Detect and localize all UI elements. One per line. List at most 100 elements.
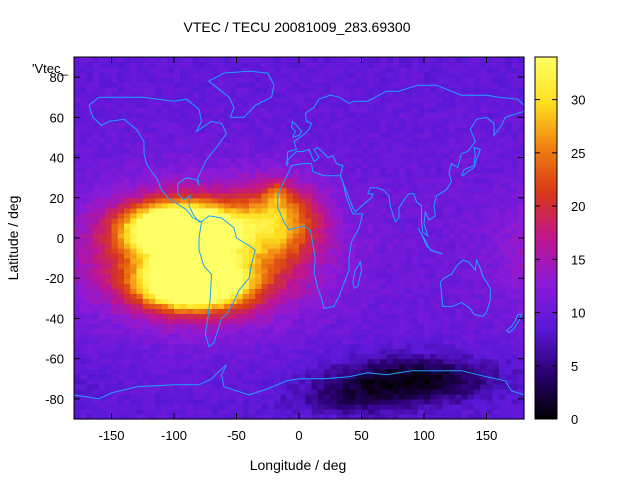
heatmap-cell <box>499 172 506 179</box>
heatmap-cell <box>374 263 381 269</box>
heatmap-cell <box>392 368 400 375</box>
heatmap-cell <box>130 413 138 420</box>
heatmap-cell <box>130 157 138 164</box>
heatmap-cell <box>199 273 206 279</box>
heatmap-cell <box>186 368 194 375</box>
heatmap-cell <box>486 57 494 63</box>
heatmap-cell <box>99 217 106 224</box>
heatmap-cell <box>142 212 150 219</box>
heatmap-cell <box>136 278 144 284</box>
heatmap-cell <box>417 388 425 395</box>
heatmap-cell <box>249 152 256 159</box>
heatmap-cell <box>411 343 419 350</box>
heatmap-cell <box>161 227 169 234</box>
heatmap-cell <box>399 102 406 108</box>
heatmap-cell <box>161 92 169 98</box>
heatmap-cell <box>180 112 188 118</box>
heatmap-cell <box>167 268 175 274</box>
heatmap-cell <box>336 393 344 400</box>
heatmap-cell <box>442 152 450 159</box>
heatmap-cell <box>424 368 431 375</box>
heatmap-cell <box>149 142 156 149</box>
heatmap-cell <box>117 348 125 355</box>
heatmap-cell <box>267 273 275 279</box>
heatmap-cell <box>286 353 294 360</box>
heatmap-cell <box>261 408 269 415</box>
heatmap-cell <box>349 348 356 355</box>
heatmap-cell <box>111 338 119 345</box>
heatmap-cell <box>461 117 469 123</box>
heatmap-cell <box>424 378 431 385</box>
heatmap-cell <box>317 207 325 214</box>
heatmap-cell <box>411 232 419 239</box>
heatmap-cell <box>374 57 381 63</box>
heatmap-cell <box>99 87 106 93</box>
heatmap-cell <box>92 182 100 189</box>
heatmap-cell <box>186 303 194 309</box>
heatmap-cell <box>249 358 256 365</box>
heatmap-cell <box>136 227 144 234</box>
heatmap-cell <box>255 217 263 224</box>
heatmap-cell <box>405 152 413 159</box>
heatmap-cell <box>86 328 94 335</box>
heatmap-cell <box>117 102 125 108</box>
heatmap-cell <box>249 57 256 63</box>
heatmap-cell <box>155 363 163 370</box>
heatmap-cell <box>411 107 419 113</box>
heatmap-cell <box>230 77 238 83</box>
heatmap-cell <box>280 152 288 159</box>
heatmap-cell <box>242 222 250 229</box>
heatmap-cell <box>205 263 213 269</box>
heatmap-cell <box>192 298 200 304</box>
heatmap-cell <box>86 122 94 128</box>
heatmap-cell <box>411 197 419 204</box>
heatmap-cell <box>180 92 188 98</box>
heatmap-cell <box>80 132 88 139</box>
heatmap-cell <box>386 388 394 395</box>
heatmap-cell <box>324 328 331 335</box>
heatmap-cell <box>217 227 225 234</box>
heatmap-cell <box>299 368 306 375</box>
heatmap-cell <box>442 117 450 123</box>
heatmap-cell <box>111 137 119 144</box>
heatmap-cell <box>92 217 100 224</box>
heatmap-cell <box>399 243 406 249</box>
heatmap-cell <box>405 227 413 234</box>
heatmap-cell <box>392 152 400 159</box>
heatmap-cell <box>80 92 88 98</box>
heatmap-cell <box>274 408 281 415</box>
heatmap-cell <box>374 288 381 294</box>
heatmap-cell <box>224 413 231 420</box>
heatmap-cell <box>192 288 200 294</box>
heatmap-cell <box>474 192 481 199</box>
heatmap-cell <box>480 222 488 229</box>
heatmap-cell <box>299 232 306 239</box>
heatmap-cell <box>155 92 163 98</box>
heatmap-cell <box>324 283 331 289</box>
heatmap-cell <box>367 323 375 330</box>
heatmap-cell <box>249 263 256 269</box>
heatmap-cell <box>192 313 200 320</box>
heatmap-cell <box>155 273 163 279</box>
heatmap-cell <box>80 172 88 179</box>
heatmap-cell <box>80 127 88 134</box>
heatmap-cell <box>467 308 475 315</box>
heatmap-cell <box>311 142 319 149</box>
heatmap-cell <box>361 248 369 254</box>
heatmap-cell <box>255 358 263 365</box>
heatmap-cell <box>467 378 475 385</box>
heatmap-cell <box>480 67 488 73</box>
heatmap-cell <box>411 328 419 335</box>
heatmap-cell <box>305 222 313 229</box>
heatmap-cell <box>230 72 238 78</box>
heatmap-cell <box>336 217 344 224</box>
heatmap-cell <box>305 137 313 144</box>
heatmap-cell <box>424 107 431 113</box>
heatmap-cell <box>486 273 494 279</box>
heatmap-cell <box>261 313 269 320</box>
heatmap-cell <box>405 102 413 108</box>
heatmap-cell <box>292 82 300 88</box>
heatmap-cell <box>224 303 231 309</box>
heatmap-cell <box>392 383 400 390</box>
heatmap-cell <box>124 303 131 309</box>
